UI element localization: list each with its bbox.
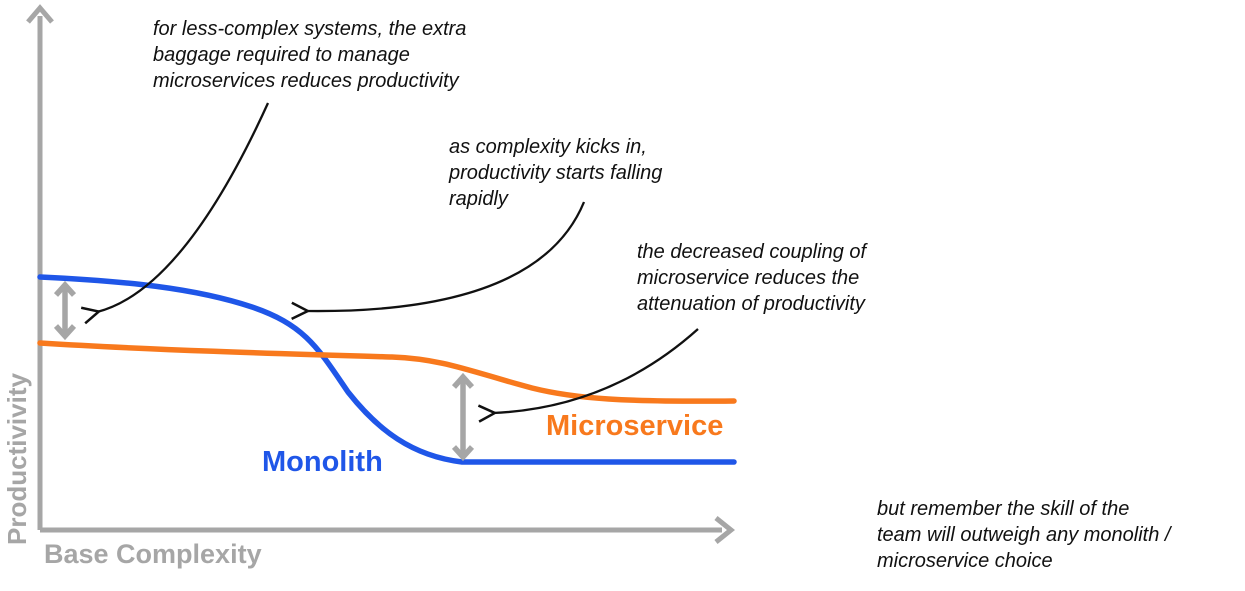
annotation-decreased-coupling: the decreased coupling of microservice r… [637, 241, 867, 315]
annotation-team-skill: but remember the skill of the team will … [877, 498, 1171, 572]
x-axis-arrowhead-icon [714, 516, 736, 544]
annotation-arrow-decreased-coupling [493, 328, 699, 413]
annotation-less-complex-systems: for less-complex systems, the extra bagg… [153, 18, 467, 92]
y-axis [26, 4, 54, 530]
x-axis-label: Base Complexity [44, 539, 262, 569]
annotation-arrow-complexity-kicks-in [306, 201, 586, 311]
gap-arrow-middle-up-head-icon [451, 372, 475, 389]
productivity-gap-arrow-left [53, 280, 77, 341]
annotation-complexity-kicks-in: as complexity kicks in, productivity sta… [449, 136, 663, 210]
y-axis-label: Productivivity [2, 373, 32, 545]
productivity-gap-arrow-middle [451, 372, 475, 462]
gap-arrow-middle-down-head-icon [451, 445, 475, 462]
x-axis [40, 516, 736, 544]
microservice-series-label: Microservice [546, 410, 724, 442]
gap-arrow-left-up-head-icon [53, 280, 77, 297]
microservice-curve [37, 340, 737, 404]
gap-arrow-left-down-head-icon [53, 324, 77, 341]
monolith-series-label: Monolith [262, 446, 383, 478]
monolith-curve [37, 274, 737, 465]
annotation-arrow-less-complex [97, 102, 270, 312]
y-axis-arrowhead-icon [26, 4, 54, 24]
